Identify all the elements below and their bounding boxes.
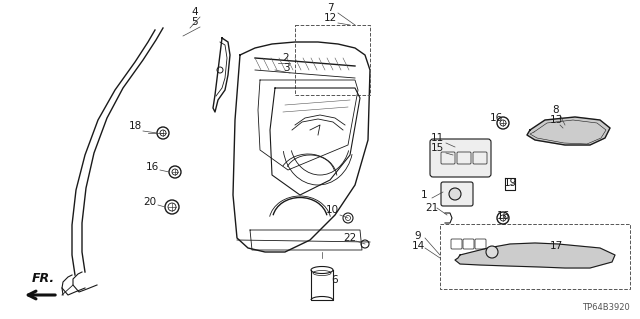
Text: 13: 13 bbox=[549, 115, 563, 125]
Text: 16: 16 bbox=[497, 211, 509, 221]
Text: 5: 5 bbox=[192, 17, 198, 27]
Text: 7: 7 bbox=[326, 3, 333, 13]
Text: FR.: FR. bbox=[32, 272, 55, 285]
Circle shape bbox=[449, 188, 461, 200]
Text: 20: 20 bbox=[143, 197, 157, 207]
Text: 14: 14 bbox=[412, 241, 424, 251]
Text: 4: 4 bbox=[192, 7, 198, 17]
Text: 17: 17 bbox=[549, 241, 563, 251]
Text: 2: 2 bbox=[283, 53, 289, 63]
Text: 3: 3 bbox=[283, 63, 289, 73]
Text: 9: 9 bbox=[415, 231, 421, 241]
Text: 12: 12 bbox=[323, 13, 337, 23]
Text: 22: 22 bbox=[344, 233, 356, 243]
Polygon shape bbox=[455, 243, 615, 268]
Text: 16: 16 bbox=[145, 162, 159, 172]
Text: 18: 18 bbox=[129, 121, 141, 131]
Text: 15: 15 bbox=[430, 143, 444, 153]
Circle shape bbox=[486, 246, 498, 258]
Text: 16: 16 bbox=[490, 113, 502, 123]
Text: 11: 11 bbox=[430, 133, 444, 143]
Text: 19: 19 bbox=[504, 178, 516, 188]
FancyBboxPatch shape bbox=[430, 139, 491, 177]
Text: 1: 1 bbox=[420, 190, 428, 200]
Text: TP64B3920: TP64B3920 bbox=[582, 303, 630, 312]
Polygon shape bbox=[527, 117, 610, 145]
Text: 6: 6 bbox=[332, 275, 339, 285]
FancyBboxPatch shape bbox=[441, 182, 473, 206]
Text: 10: 10 bbox=[325, 205, 339, 215]
Text: 21: 21 bbox=[426, 203, 438, 213]
Text: 8: 8 bbox=[553, 105, 559, 115]
